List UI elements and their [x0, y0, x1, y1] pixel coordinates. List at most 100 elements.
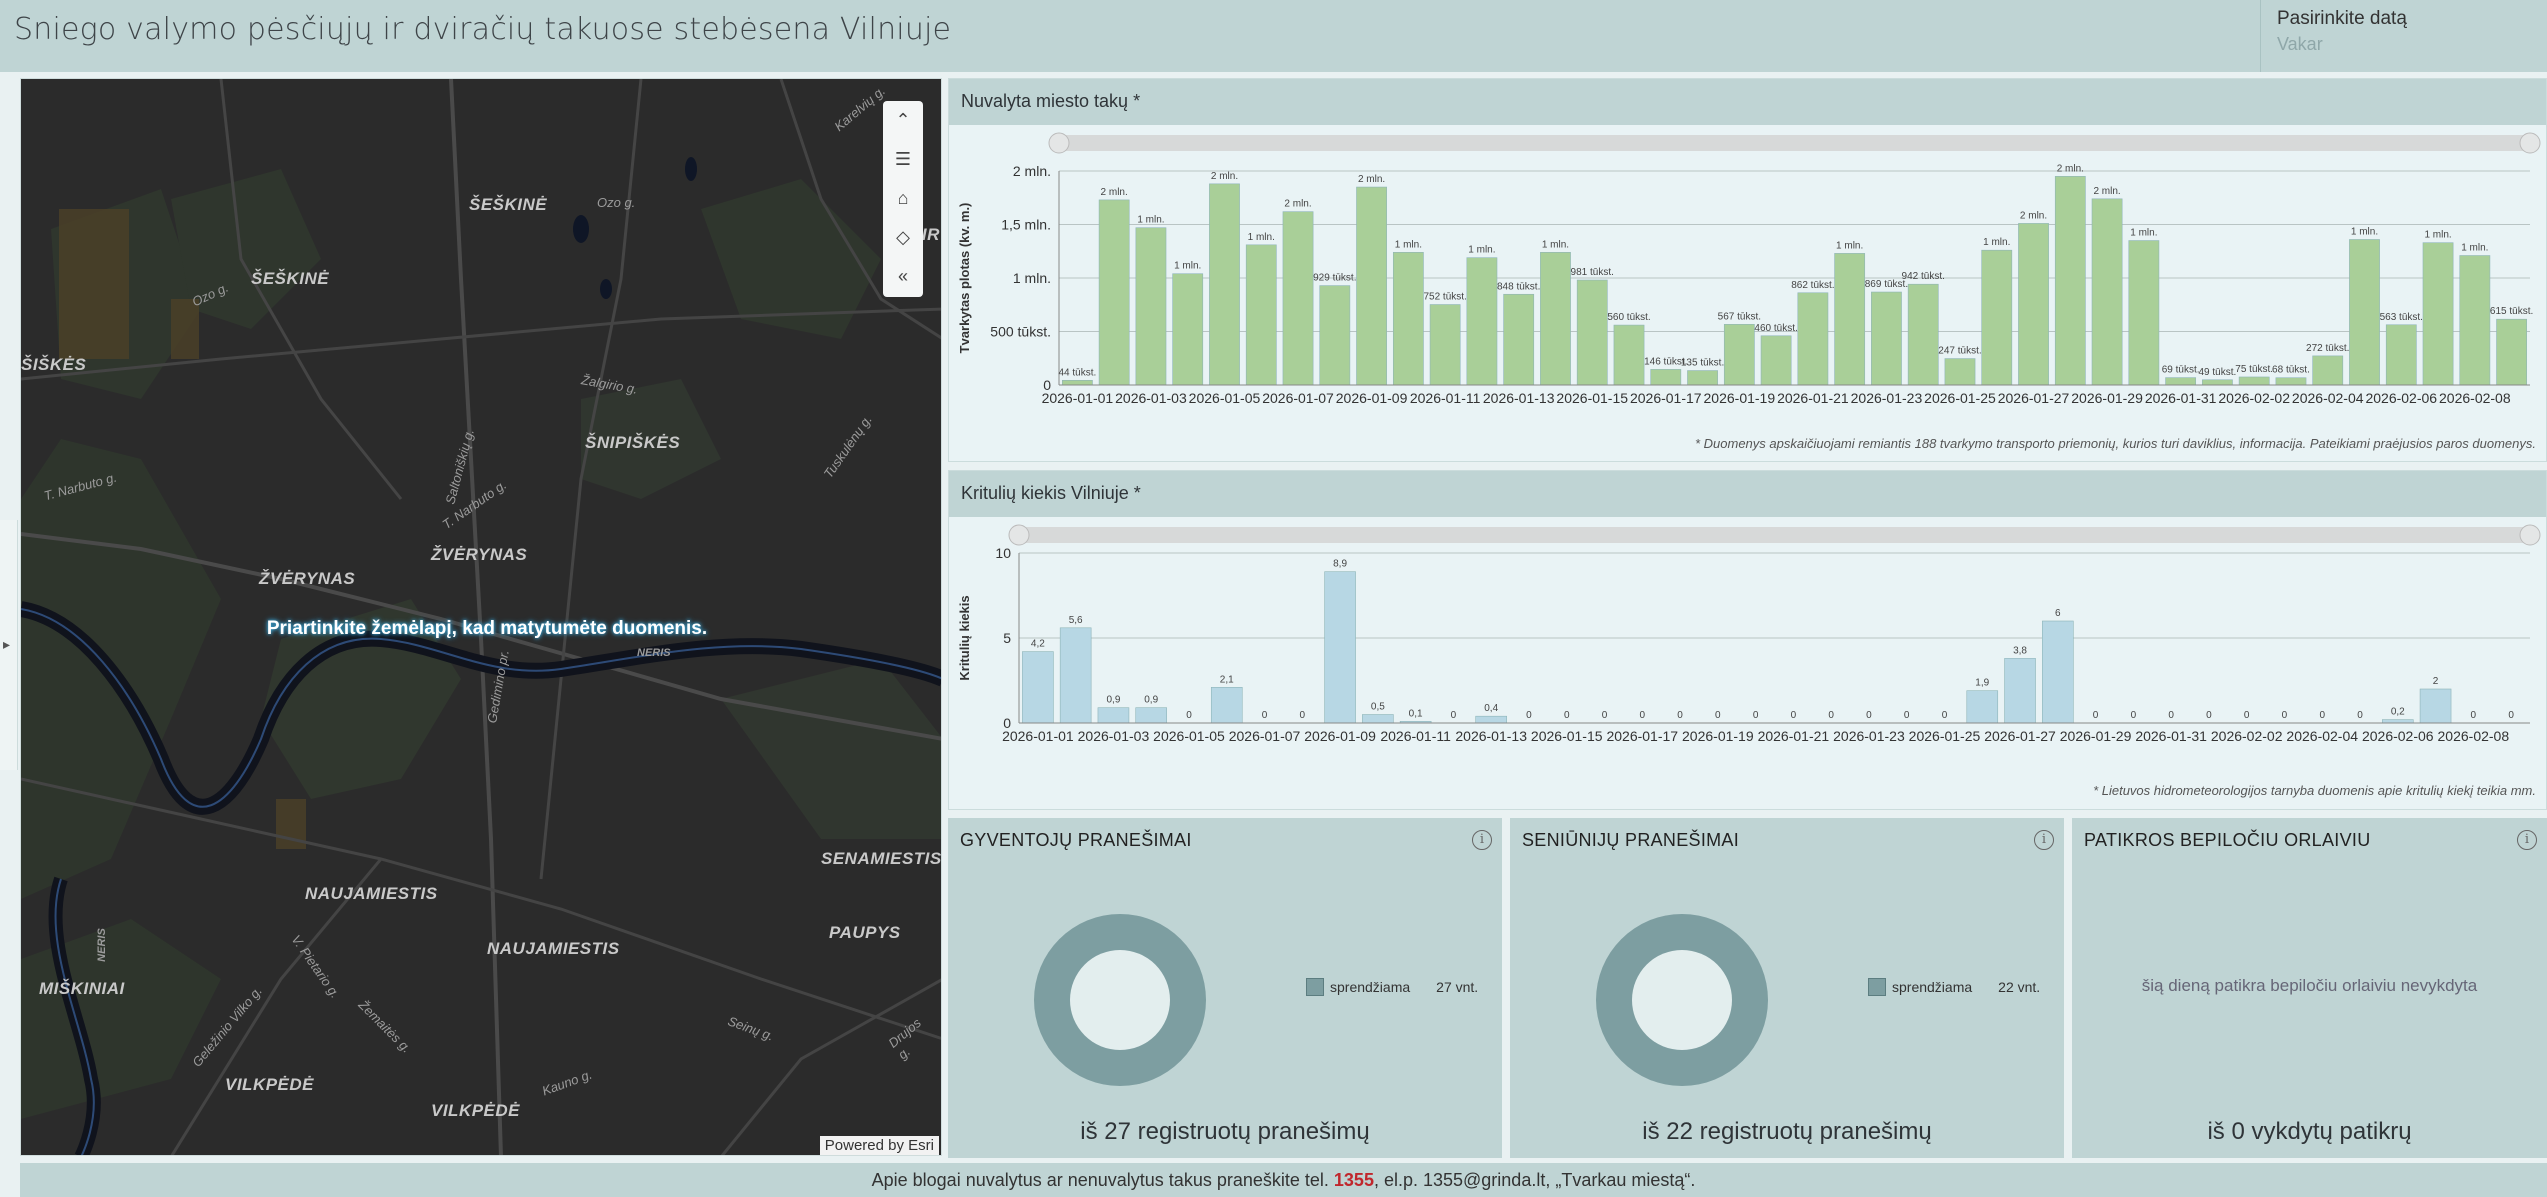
bar[interactable] — [1466, 257, 1498, 386]
precipitation-bar-chart[interactable]: 0 5 10 Kritulių kiekis 4,2 5,6 0,9 0,9 0 2,1 0 0 8,9… — [949, 523, 2546, 783]
bar[interactable] — [1576, 279, 1608, 386]
bar[interactable] — [1475, 715, 1507, 724]
collapse-up-icon[interactable]: ⌃ — [895, 110, 911, 130]
side-panel-toggle[interactable]: ▸ — [0, 520, 18, 770]
bar[interactable] — [1981, 249, 2013, 386]
bar-data-label: 5,6 — [1069, 615, 1083, 626]
bar[interactable] — [1356, 186, 1387, 386]
bar-data-label: 567 tūkst. — [1718, 311, 1761, 322]
bar-data-label: 1 mln. — [1542, 239, 1569, 250]
x-tick-label: 2026-02-08 — [2438, 728, 2510, 744]
x-tick-label: 2026-01-03 — [1078, 728, 1150, 744]
legend-list-icon[interactable]: ☰ — [894, 149, 912, 169]
bar[interactable] — [1059, 627, 1092, 724]
y-tick-label: 1 mln. — [1013, 270, 1051, 286]
x-tick-label: 2026-01-27 — [1984, 728, 2056, 744]
range-slider-handle-start[interactable] — [1048, 132, 1070, 154]
bar-data-label: 146 tūkst. — [1644, 356, 1687, 367]
home-icon[interactable]: ⌂ — [897, 188, 909, 208]
range-slider-handle-end[interactable] — [2519, 524, 2541, 546]
bar[interactable] — [2381, 719, 2414, 724]
elderships-reports-donut[interactable] — [1596, 914, 1768, 1086]
bar[interactable] — [1022, 651, 1054, 724]
bar[interactable] — [1760, 335, 1792, 386]
bar[interactable] — [2238, 376, 2270, 386]
bar[interactable] — [1966, 690, 1999, 724]
info-icon[interactable]: i — [2517, 830, 2537, 850]
bar[interactable] — [2496, 318, 2527, 386]
info-icon[interactable]: i — [2034, 830, 2054, 850]
bar[interactable] — [1209, 183, 1240, 386]
x-tick-label: 2026-01-17 — [1606, 728, 1678, 744]
range-slider-handle-end[interactable] — [2519, 132, 2541, 154]
bar-data-label: 929 tūkst. — [1313, 273, 1356, 284]
y-tick-label: 5 — [1003, 630, 1011, 646]
bar[interactable] — [1392, 252, 1424, 386]
bar-data-label: 0 — [1942, 710, 1948, 721]
footer-phone[interactable]: 1355 — [1333, 1170, 1374, 1190]
bar-data-label: 1 mln. — [2461, 243, 2488, 254]
bar[interactable] — [2091, 198, 2123, 386]
bar[interactable] — [1723, 324, 1755, 386]
bar-data-label: 0 — [1640, 710, 1646, 721]
collapse-left-icon[interactable]: « — [897, 266, 908, 286]
bar-data-label: 615 tūkst. — [2490, 306, 2533, 317]
bar[interactable] — [1062, 379, 1093, 386]
bar[interactable] — [2165, 377, 2197, 386]
bar[interactable] — [1613, 324, 1645, 386]
bar[interactable] — [1907, 283, 1939, 386]
bar[interactable] — [1282, 211, 1314, 386]
bar[interactable] — [1650, 369, 1682, 386]
bar[interactable] — [1540, 252, 1571, 386]
bar[interactable] — [1172, 273, 1204, 386]
caret-right-icon[interactable]: ▸ — [3, 636, 11, 652]
bar-data-label: 560 tūkst. — [1607, 312, 1650, 323]
bar[interactable] — [1871, 291, 1902, 386]
bar[interactable] — [1324, 571, 1356, 724]
bar[interactable] — [2422, 242, 2454, 386]
bar[interactable] — [1135, 707, 1168, 724]
bar[interactable] — [2349, 239, 2380, 386]
bar-data-label: 75 tūkst. — [2235, 364, 2273, 375]
bar[interactable] — [2419, 688, 2452, 724]
bar[interactable] — [2128, 240, 2160, 386]
map-view[interactable]: ŠEŠKINĖ ŠEŠKINĖ ŠIŠKĖS ŠNIPIŠKĖS ŽVĖRYNA… — [20, 78, 942, 1156]
bar[interactable] — [2054, 176, 2086, 386]
layers-icon[interactable]: ◇ — [896, 227, 910, 247]
date-selector[interactable]: Pasirinkite datą Vakar — [2260, 0, 2547, 72]
bar[interactable] — [1245, 244, 1277, 386]
range-slider-handle-start[interactable] — [1008, 524, 1030, 546]
map-attribution[interactable]: Powered by Esri — [819, 1136, 939, 1155]
bar[interactable] — [1098, 199, 1130, 386]
card-title: SENIŪNIJŲ PRANEŠIMAI — [1522, 830, 1740, 850]
bar[interactable] — [2459, 255, 2491, 386]
bar[interactable] — [1210, 687, 1243, 724]
bar[interactable] — [2004, 658, 2036, 724]
resident-reports-donut[interactable] — [1034, 914, 1206, 1086]
bar[interactable] — [1319, 285, 1351, 386]
cleaned-bar-chart[interactable]: 0 500 tūkst. 1 mln. 1,5 mln. 2 mln. Tvarkytas… — [949, 131, 2546, 431]
x-tick-label: 2026-01-11 — [1380, 728, 1451, 744]
bar[interactable] — [1135, 227, 1167, 386]
legend-count: 27 vnt. — [1436, 979, 1479, 995]
x-tick-label: 2026-01-05 — [1153, 728, 1225, 744]
bar[interactable] — [2018, 223, 2049, 386]
bar[interactable] — [2275, 377, 2307, 386]
bar[interactable] — [1362, 714, 1394, 724]
x-tick-label: 2026-01-29 — [2060, 728, 2132, 744]
info-icon[interactable]: i — [1472, 830, 1492, 850]
bar[interactable] — [1097, 707, 1130, 724]
bar[interactable] — [1797, 292, 1829, 386]
bar[interactable] — [1687, 370, 1718, 386]
contact-footer: Apie blogai nuvalytus ar nenuvalytus tak… — [20, 1163, 2547, 1197]
bar[interactable] — [2312, 355, 2344, 386]
date-selector-value[interactable]: Vakar — [2277, 34, 2323, 54]
bar[interactable] — [2385, 324, 2417, 386]
bar[interactable] — [2202, 379, 2233, 386]
bar[interactable] — [1429, 304, 1461, 386]
bar[interactable] — [1944, 358, 1976, 386]
bar[interactable] — [1503, 293, 1535, 386]
bar[interactable] — [1834, 253, 1866, 386]
bar[interactable] — [2042, 620, 2074, 724]
y-tick-label: 10 — [995, 545, 1011, 561]
